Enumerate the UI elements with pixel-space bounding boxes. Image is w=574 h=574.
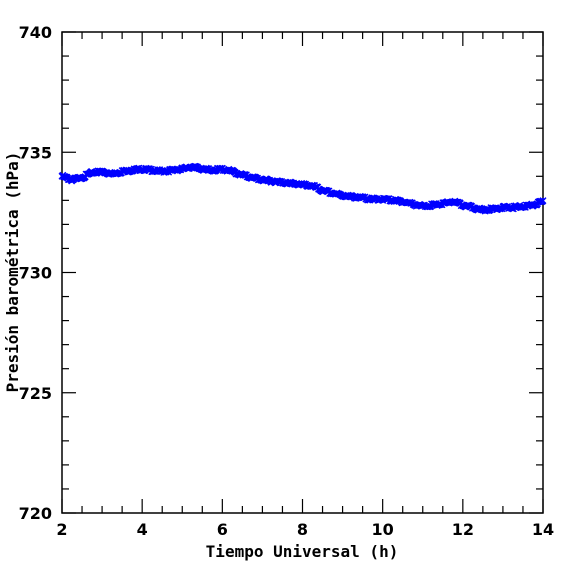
x-tick-label: 14 [532, 520, 554, 539]
y-tick-label: 725 [19, 384, 52, 403]
x-tick-label: 4 [137, 520, 148, 539]
y-tick-label: 735 [19, 143, 52, 162]
x-tick-label: 10 [372, 520, 394, 539]
plot-frame [61, 31, 544, 514]
y-tick-label: 730 [19, 264, 52, 283]
data-series [58, 162, 547, 215]
x-axis-label: Tiempo Universal (h) [206, 542, 399, 561]
x-tick-label: 2 [56, 520, 67, 539]
y-tick-label: 740 [19, 23, 52, 42]
x-tick-label: 6 [217, 520, 228, 539]
y-tick-label: 720 [19, 504, 52, 523]
y-axis-label: Presión barométrica (hPa) [3, 152, 22, 393]
x-tick-label: 12 [452, 520, 474, 539]
tick-labels: 2 4 6 8 10 12 14 720 725 730 735 740 [19, 23, 555, 539]
x-tick-label: 8 [297, 520, 308, 539]
axis-ticks [61, 31, 544, 514]
data-point [539, 197, 547, 205]
